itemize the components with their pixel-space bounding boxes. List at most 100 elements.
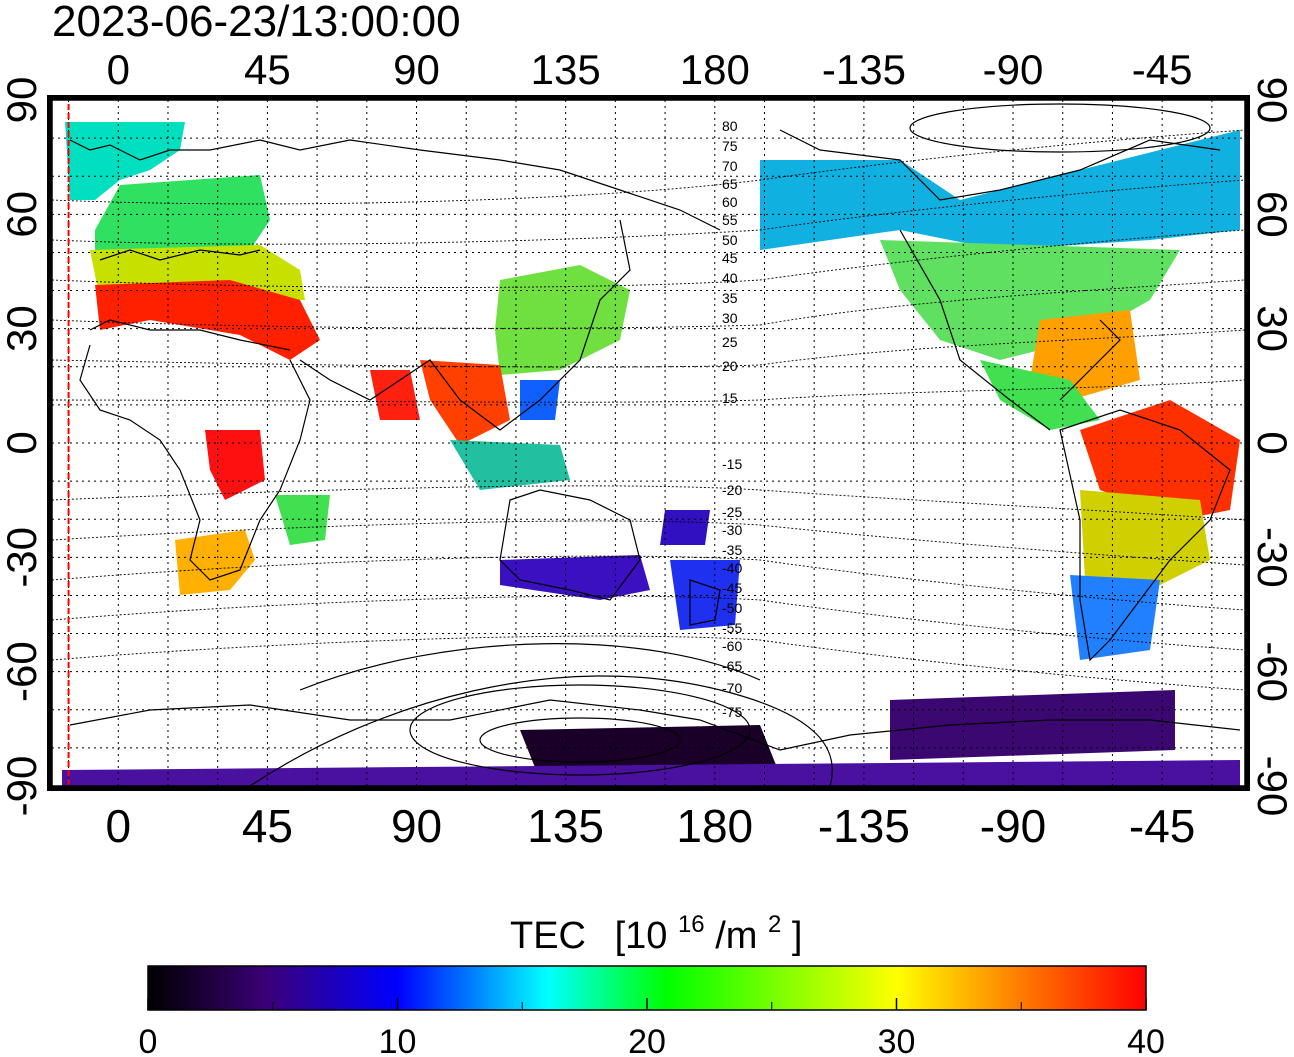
tec-region-south-asia <box>370 370 420 420</box>
tec-region-south-polar-band <box>62 760 1240 786</box>
tec-region-australia <box>500 555 650 600</box>
colorbar-tick-label: 20 <box>628 1023 666 1057</box>
contour-label: 35 <box>722 290 738 306</box>
top-lon-label: 180 <box>680 46 750 93</box>
contour-label: 25 <box>722 334 738 350</box>
contour-label: 55 <box>722 212 738 228</box>
top-lon-label: -135 <box>822 46 906 93</box>
contour-label: 75 <box>722 138 738 154</box>
tec-region-east-asia <box>495 265 630 375</box>
tec-region-southern-south-america <box>1070 575 1160 660</box>
contour-label: 80 <box>722 118 738 134</box>
left-lat-labels: 90 60 30 0 -30 -60 -90 <box>0 77 45 817</box>
contour-label: -65 <box>722 658 742 674</box>
coastlines <box>69 129 1241 751</box>
contour-label: -25 <box>722 504 742 520</box>
tec-region-arctic-europe <box>65 122 185 200</box>
bottom-lon-labels: 0 45 90 135 180 -135 -90 -45 <box>105 800 1195 852</box>
tec-region-new-zealand <box>670 560 740 630</box>
contour-label: 65 <box>722 176 738 192</box>
contour-label: 15 <box>722 390 738 406</box>
bottom-lon-label: 0 <box>105 800 131 852</box>
frame-right-bar <box>1245 95 1250 791</box>
bottom-lon-label: -90 <box>980 800 1046 852</box>
contour-label: -75 <box>722 704 742 720</box>
tec-region-pacific-islands <box>660 510 710 545</box>
contour-label: -20 <box>722 482 742 498</box>
bottom-lon-label: 180 <box>676 800 753 852</box>
top-lon-label: -45 <box>1132 46 1193 93</box>
contour-label: 30 <box>722 310 738 326</box>
top-lon-label: 90 <box>393 46 440 93</box>
right-lat-label: -30 <box>1249 527 1294 588</box>
top-lon-label: 0 <box>107 46 130 93</box>
magnetic-contours <box>52 129 1245 691</box>
contour-label: -55 <box>722 620 742 636</box>
right-lat-label: 60 <box>1249 191 1294 238</box>
contour-label: 45 <box>722 250 738 266</box>
tec-region-southern-africa <box>175 530 255 595</box>
left-lat-label: 90 <box>0 77 45 124</box>
contour-label: 70 <box>722 158 738 174</box>
left-lat-label: 0 <box>0 431 45 454</box>
right-lat-label: 90 <box>1249 77 1294 124</box>
colorbar-ticks: 0 10 20 30 40 <box>139 998 1165 1057</box>
tec-region-mediterranean <box>95 280 320 360</box>
contour-label: -70 <box>722 680 742 696</box>
left-lat-label: 30 <box>0 305 45 352</box>
tec-region-central-america <box>980 360 1100 430</box>
contour-label: -15 <box>722 456 742 472</box>
tec-region-south-pacific <box>890 690 1175 760</box>
tec-region-north-europe <box>95 175 270 255</box>
tec-region-north-america <box>880 240 1180 360</box>
contour-label: 20 <box>722 358 738 374</box>
left-lat-label: -90 <box>0 756 45 817</box>
contour-label: -50 <box>722 600 742 616</box>
graticule-grid <box>52 100 1245 786</box>
timestamp-title: 2023-06-23/13:00:00 <box>52 0 461 46</box>
tec-region-indonesia <box>450 440 570 490</box>
colorbar-title: TEC [10 16 /m 2 ] <box>510 899 802 957</box>
bottom-lon-label: 135 <box>527 800 604 852</box>
left-lat-label: -30 <box>0 527 45 588</box>
bottom-lon-label: -135 <box>818 800 910 852</box>
right-lat-label: -60 <box>1249 641 1294 702</box>
bottom-lon-label: -45 <box>1129 800 1195 852</box>
left-lat-label: -60 <box>0 641 45 702</box>
colorbar-tick-label: 0 <box>139 1023 158 1057</box>
right-lat-label: -90 <box>1249 756 1294 817</box>
left-lat-label: 60 <box>0 191 45 238</box>
colorbar-tick-label: 40 <box>1127 1023 1165 1057</box>
colorbar-tick-label: 30 <box>878 1023 916 1057</box>
auroral-contours <box>249 103 1211 786</box>
bottom-lon-label: 90 <box>391 800 442 852</box>
right-lat-label: 30 <box>1249 305 1294 352</box>
colorbar <box>147 965 1147 1011</box>
contour-label: -45 <box>722 580 742 596</box>
contour-label: -30 <box>722 522 742 538</box>
tec-region-central-africa <box>205 430 265 500</box>
right-lat-labels: 90 60 30 0 -30 -60 -90 <box>1249 77 1294 817</box>
top-lon-label: 135 <box>531 46 601 93</box>
contour-label: -40 <box>722 560 742 576</box>
tec-region-southeast-asia <box>420 360 510 445</box>
top-lon-label: 45 <box>244 46 291 93</box>
right-lat-label: 0 <box>1249 431 1294 454</box>
frame-top-bar <box>52 95 1245 100</box>
contour-label: 60 <box>722 194 738 210</box>
contour-labels: 80 75 70 65 60 55 50 45 40 35 30 25 20 15 -15 -20 -25 -30… <box>722 118 742 720</box>
colorbar-tick-label: 10 <box>379 1023 417 1057</box>
contour-label: 50 <box>722 232 738 248</box>
tec-region-north-south-america <box>1080 400 1240 520</box>
frame-bottom-bar <box>52 786 1245 791</box>
top-lon-label: -90 <box>983 46 1044 93</box>
contour-label: -35 <box>722 542 742 558</box>
contour-label: -60 <box>722 638 742 654</box>
top-lon-labels: 0 45 90 135 180 -135 -90 -45 <box>107 46 1193 93</box>
bottom-lon-label: 45 <box>242 800 293 852</box>
tec-data-layer <box>62 122 1240 786</box>
contour-label: 40 <box>722 270 738 286</box>
frame-left-bar <box>47 95 52 791</box>
map-area: 80 75 70 65 60 55 50 45 40 35 30 25 20 15 -15 -20 -25 -30… <box>52 100 1245 786</box>
